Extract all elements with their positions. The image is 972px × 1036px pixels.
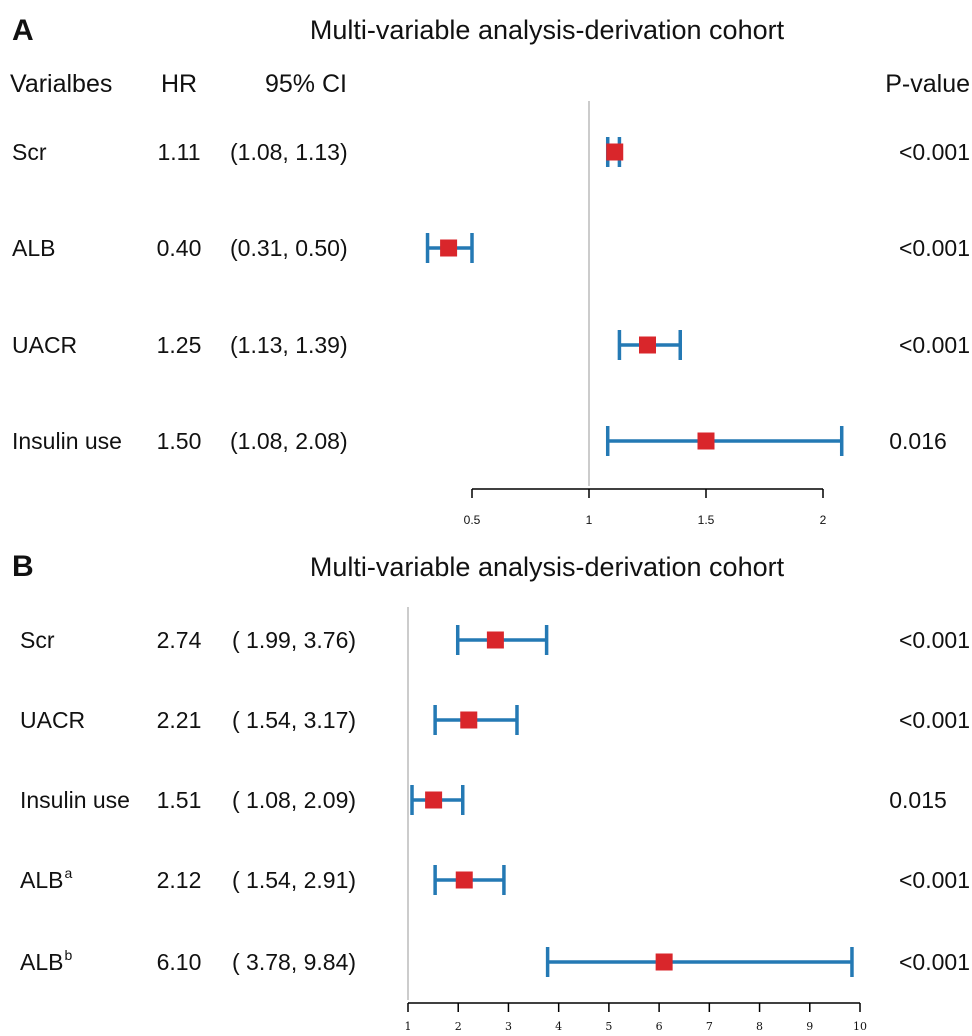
row-p-value: <0.001 (899, 235, 970, 261)
row-hr: 1.50 (157, 428, 202, 454)
x-tick-label: 1 (405, 1020, 412, 1033)
row-p-value: 0.016 (889, 428, 947, 454)
row-p-value: <0.001 (899, 707, 970, 733)
header-variables: Varialbes (10, 70, 112, 98)
hr-point (486, 631, 504, 649)
row-label-superscript: b (64, 947, 72, 963)
row-ci: ( 3.78, 9.84) (232, 949, 356, 975)
row-hr: 2.21 (157, 707, 202, 733)
row-p-value: <0.001 (899, 867, 970, 893)
header-ci: 95% CI (265, 70, 347, 98)
x-tick-label: 2 (455, 1020, 462, 1033)
x-tick-label: 10 (853, 1020, 867, 1033)
hr-point (460, 711, 478, 729)
hr-point (440, 239, 458, 257)
panel-title: Multi-variable analysis-derivation cohor… (310, 552, 785, 582)
hr-point (455, 871, 473, 889)
row-ci: (0.31, 0.50) (230, 235, 348, 261)
hr-point (697, 432, 715, 450)
row-label: ALB (12, 235, 55, 261)
row-p-value: 0.015 (889, 787, 947, 813)
row-hr: 0.40 (157, 235, 202, 261)
row-p-value: <0.001 (899, 627, 970, 653)
row-hr: 1.25 (157, 332, 202, 358)
hr-point (655, 953, 673, 971)
x-tick-label: 3 (505, 1020, 512, 1033)
row-p-value: <0.001 (899, 949, 970, 975)
row-label: Insulin use (20, 787, 130, 813)
hr-point (606, 143, 624, 161)
row-label: Scr (20, 627, 55, 653)
row-label: UACR (12, 332, 77, 358)
x-tick-label: 6 (656, 1020, 663, 1033)
x-tick-label: 4 (555, 1020, 562, 1033)
row-hr: 1.11 (157, 139, 200, 165)
x-tick-label: 7 (706, 1020, 713, 1033)
panel-title: Multi-variable analysis-derivation cohor… (310, 15, 785, 45)
x-tick-label: 1 (586, 513, 593, 527)
row-p-value: <0.001 (899, 332, 970, 358)
row-ci: ( 1.54, 2.91) (232, 867, 356, 893)
row-hr: 2.74 (157, 627, 202, 653)
x-tick-label: 5 (605, 1020, 612, 1033)
row-ci: (1.08, 2.08) (230, 428, 348, 454)
row-ci: (1.08, 1.13) (230, 139, 348, 165)
row-label: Scr (12, 139, 47, 165)
panel-label: A (12, 14, 34, 47)
x-tick-label: 2 (820, 513, 827, 527)
row-ci: (1.13, 1.39) (230, 332, 348, 358)
row-label: UACR (20, 707, 85, 733)
row-label: ALB (20, 867, 63, 893)
x-tick-label: 0.5 (464, 513, 481, 527)
row-ci: ( 1.99, 3.76) (232, 627, 356, 653)
header-p-value: P-value (885, 70, 970, 98)
row-hr: 1.51 (157, 787, 202, 813)
row-ci: ( 1.54, 3.17) (232, 707, 356, 733)
hr-point (425, 791, 443, 809)
row-ci: ( 1.08, 2.09) (232, 787, 356, 813)
row-p-value: <0.001 (899, 139, 970, 165)
row-label: ALB (20, 949, 63, 975)
row-label-superscript: a (64, 865, 72, 881)
x-tick-label: 8 (756, 1020, 763, 1033)
row-hr: 2.12 (157, 867, 202, 893)
x-tick-label: 9 (806, 1020, 813, 1033)
panel-label: B (12, 550, 34, 583)
hr-point (639, 336, 656, 354)
row-hr: 6.10 (157, 949, 202, 975)
header-hr: HR (161, 70, 197, 98)
row-label: Insulin use (12, 428, 122, 454)
x-tick-label: 1.5 (698, 513, 715, 527)
